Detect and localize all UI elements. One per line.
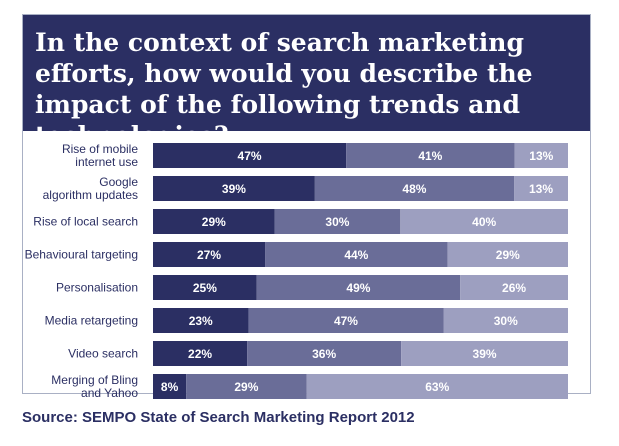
bar-segment [153, 275, 257, 300]
category-label: Merging of Bling and Yahoo [51, 373, 138, 400]
data-label: 47% [238, 149, 262, 163]
data-label: 25% [193, 281, 217, 295]
bar-segment [514, 176, 568, 201]
bar-segment [274, 209, 401, 234]
data-label: 49% [346, 281, 370, 295]
data-label: 30% [325, 215, 349, 229]
bar-segment [153, 242, 266, 267]
bar-segment [514, 143, 568, 168]
category-label: Video search [68, 347, 138, 361]
data-label: 48% [402, 182, 426, 196]
bar-segment [346, 143, 515, 168]
category-label: Rise of mobile internet use [62, 142, 138, 169]
category-label: Google algorithm updates [43, 175, 139, 202]
data-label: 41% [418, 149, 442, 163]
bar-segment [153, 176, 315, 201]
bar-segment [400, 209, 568, 234]
data-label: 30% [494, 314, 518, 328]
category-label: Rise of local search [33, 215, 138, 229]
data-label: 47% [334, 314, 358, 328]
bar-segment [256, 275, 461, 300]
bar-segment [460, 275, 568, 300]
bar-segment [153, 374, 187, 399]
bar-segment [153, 143, 347, 168]
data-label: 63% [425, 380, 449, 394]
data-label: 36% [312, 347, 336, 361]
bar-segment [248, 308, 444, 333]
data-label: 29% [234, 380, 258, 394]
bar-segment [443, 308, 568, 333]
bar-segment [247, 341, 402, 366]
data-label: 39% [222, 182, 246, 196]
bar-segment [401, 341, 568, 366]
bar-segment [186, 374, 307, 399]
title-banner: In the context of search marketing effor… [23, 15, 590, 150]
chart-title: In the context of search marketing effor… [35, 28, 533, 150]
data-label: 13% [529, 149, 553, 163]
data-label: 29% [496, 248, 520, 262]
category-label: Personalisation [56, 281, 138, 295]
category-label: Media retargeting [45, 314, 138, 328]
data-label: 23% [189, 314, 213, 328]
data-label: 26% [502, 281, 526, 295]
data-label: 8% [161, 380, 179, 394]
data-label: 29% [202, 215, 226, 229]
bar-segment [153, 341, 248, 366]
chart-frame: In the context of search marketing effor… [22, 14, 591, 394]
category-label: Behavioural targeting [25, 248, 138, 262]
bar-segment [447, 242, 568, 267]
source-note: Source: SEMPO State of Search Marketing … [22, 409, 415, 426]
data-label: 40% [472, 215, 496, 229]
data-label: 44% [344, 248, 368, 262]
data-label: 22% [188, 347, 212, 361]
bar-segment [153, 308, 249, 333]
data-label: 39% [473, 347, 497, 361]
bar-segment [306, 374, 568, 399]
data-label: 27% [197, 248, 221, 262]
bar-segment [153, 209, 275, 234]
data-label: 13% [529, 182, 553, 196]
bar-segment [265, 242, 448, 267]
bar-segment [314, 176, 515, 201]
